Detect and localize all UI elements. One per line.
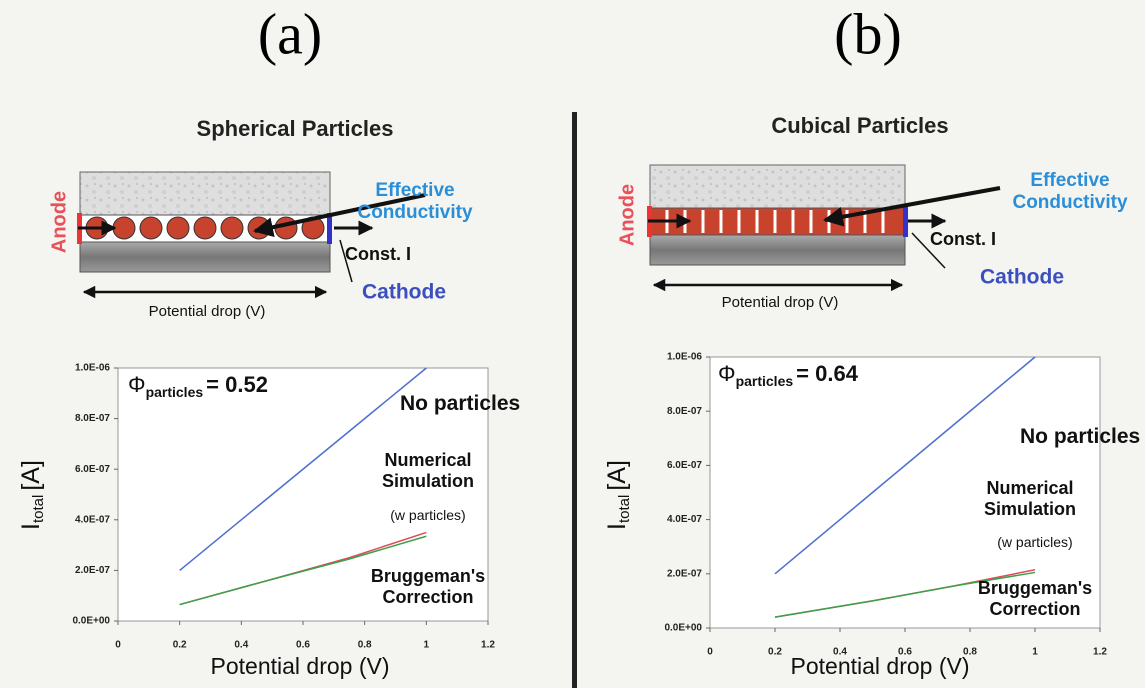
x-tick-label: 0 [115,640,121,651]
y-axis-label: Itotal [A] [603,460,633,530]
x-tick-label: 1 [1032,647,1038,658]
y-tick-label: 1.0E-06 [75,363,110,374]
series-line [774,356,1036,575]
phi-symbol: Φ [128,372,146,397]
y-tick-label: 0.0E+00 [72,616,110,627]
x-tick-label: 1 [424,640,430,651]
y-tick-label: 0.0E+00 [664,623,702,634]
y-tick-label: 6.0E-07 [667,460,702,471]
phi-annotation: Φparticles = 0.52 [128,372,268,400]
y-axis-label: Itotal [A] [17,460,47,530]
phi-value: = 0.64 [796,361,859,386]
y-tick-label: 6.0E-07 [75,464,110,475]
x-tick-label: 0.6 [296,640,310,651]
anode-label: Anode [616,184,638,246]
series-line [774,571,1036,618]
phi-annotation: Φparticles = 0.64 [718,361,859,389]
phi-symbol: Φ [718,361,736,386]
y-tick-label: 8.0E-07 [75,413,110,424]
diagram-title: Spherical Particles [197,116,394,141]
series-line [179,535,427,606]
y-axis-subscript: total [30,495,47,523]
panel-label: (b) [834,1,902,66]
divider [572,112,577,688]
effective-conductivity-label: Effective Conductivity [357,180,473,223]
legend-note: (w particles) [997,534,1073,550]
potential-drop-label: Potential drop (V) [722,294,839,311]
const-current-label: Const. I [345,244,411,264]
x-tick-label: 0.2 [173,640,187,651]
series-line [179,367,427,571]
x-tick-label: 0.8 [358,640,372,651]
panel-label: (a) [258,1,322,66]
phi-value: = 0.52 [206,372,268,397]
legend-bruggeman: Bruggeman's Correction [977,578,1093,619]
x-tick-label: 0.2 [768,647,782,658]
y-tick-label: 8.0E-07 [667,406,702,417]
legend-numerical: Numerical Simulation [381,450,474,491]
y-tick-label: 2.0E-07 [667,568,702,579]
legend-note: (w particles) [390,507,466,523]
x-tick-label: 0.8 [963,647,977,658]
plot-area [709,356,1101,629]
diagram-a [77,171,426,299]
y-axis-symbol: I [603,523,631,530]
phi-subscript: particles [736,373,794,389]
effective-conductivity-label: Effective Conductivity [1012,170,1128,213]
phi-subscript: particles [146,384,204,400]
x-tick-label: 1.2 [481,640,495,651]
diagram-b [647,164,1001,292]
x-tick-label: 0.4 [833,647,847,658]
y-tick-label: 1.0E-06 [667,352,702,363]
x-tick-label: 0 [707,647,713,658]
cathode-label: Cathode [980,266,1064,289]
legend-numerical: Numerical Simulation [983,478,1076,519]
const-current-label: Const. I [930,229,996,249]
plot-area [117,367,489,622]
legend-bruggeman: Bruggeman's Correction [370,566,486,607]
y-axis-symbol: I [17,523,45,530]
x-axis-label: Potential drop (V) [791,653,970,679]
y-tick-label: 2.0E-07 [75,565,110,576]
diagram-title: Cubical Particles [771,113,948,138]
y-tick-label: 4.0E-07 [75,514,110,525]
legend-no-particles: No particles [1020,425,1141,448]
y-tick-label: 4.0E-07 [667,514,702,525]
cathode-label: Cathode [362,281,446,304]
x-axis-label: Potential drop (V) [211,653,390,679]
y-axis-unit: [A] [603,460,631,491]
x-tick-label: 0.4 [234,640,248,651]
x-tick-label: 1.2 [1093,647,1107,658]
y-axis-subscript: total [616,495,633,523]
y-axis-unit: [A] [17,460,45,491]
anode-label: Anode [48,191,70,253]
potential-drop-label: Potential drop (V) [149,303,266,320]
x-tick-label: 0.6 [898,647,912,658]
legend-no-particles: No particles [400,392,521,415]
